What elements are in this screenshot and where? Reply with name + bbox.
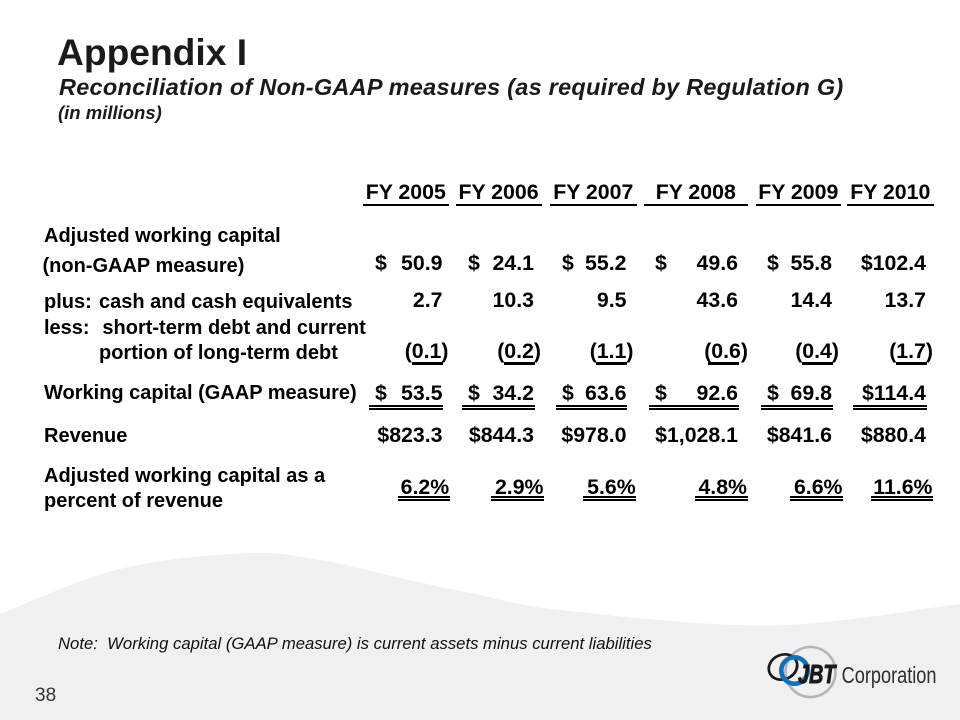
- svg-text:JBT: JBT: [798, 660, 837, 689]
- svg-text:Corporation: Corporation: [842, 663, 937, 689]
